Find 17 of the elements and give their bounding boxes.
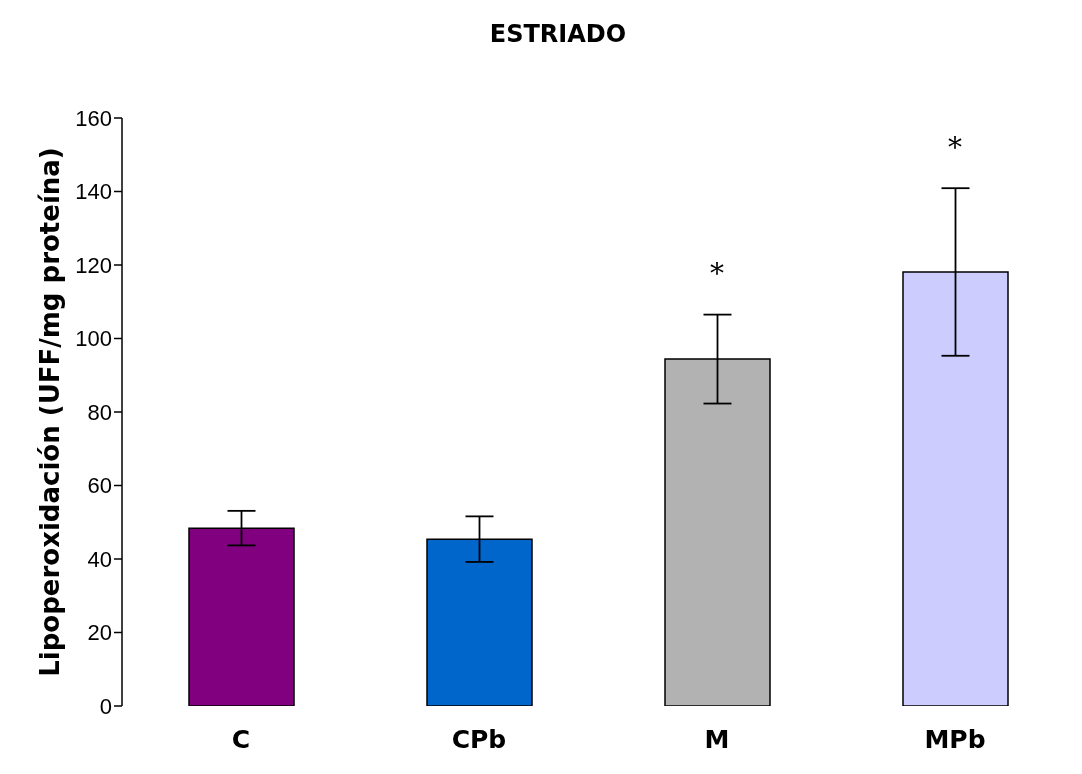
y-tick-label: 60 [87,473,112,499]
y-tick-label: 100 [75,326,112,352]
x-tick-label: CPb [451,724,507,754]
y-tick-label: 80 [87,399,112,425]
x-tick-label: C [231,724,251,754]
y-tick-label: 20 [87,620,112,646]
annotation: * [948,130,962,164]
y-tick-label: 160 [75,105,112,131]
annotation: * [710,257,724,291]
y-tick-label: 0 [99,693,112,719]
x-tick-label: MPb [924,724,986,754]
x-tick-label: M [704,724,730,754]
y-tick-label: 140 [75,179,112,205]
y-tick-label: 120 [75,252,112,278]
y-tick-label: 40 [87,546,112,572]
chart-title: ESTRIADO [488,20,628,48]
y-axis-title: Lipoperoxidación (UFF/mg proteína) [35,147,66,677]
